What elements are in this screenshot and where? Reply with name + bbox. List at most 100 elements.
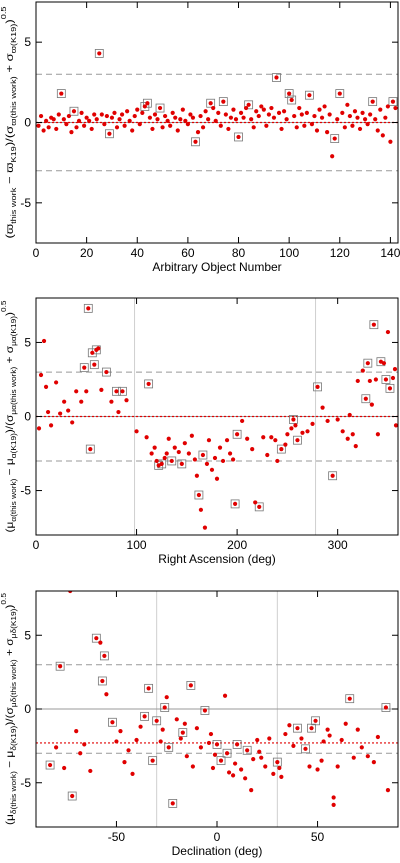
panel-1-point-27 [104,113,109,119]
panel-2-point-89 [340,429,345,434]
panel-3-box-marker-5 [99,651,109,661]
panel-2-point-5 [48,423,54,428]
panel-1-point-95 [276,110,282,115]
panel-1-point-126 [355,115,360,120]
panel-1-point-49 [160,125,165,130]
panel-3-point-51 [226,770,232,775]
panel-2-box-marker-18 [254,502,264,512]
panel-3-point-28 [160,727,165,732]
panel-1-point-89 [261,107,266,112]
panel-1-point-9 [59,91,64,96]
panel-3-point-63 [263,764,268,769]
panel-3-box-marker-13 [168,799,178,808]
panel-3-point-82 [327,733,332,738]
panel-3-point-68 [279,774,284,779]
panel-1-point-97 [281,109,287,114]
panel-3-x-tick-label-2: 50 [311,830,325,844]
panel-1-point-37 [130,128,135,133]
panel-1-x-tick-label-4: 80 [232,246,246,260]
panel-2-point-81 [300,430,305,435]
panel-3-x-tick-label-0: -50 [108,830,126,844]
panel-1-point-51 [165,118,170,123]
panel-3-y-axis-title: (μδ(this work) − μδ(K19))/(σμδ(this work… [1,593,18,825]
panel-3-point-96 [385,788,391,793]
panel-2-point-32 [152,445,157,450]
panel-1-box-marker-15 [304,90,314,100]
panel-3-point-85 [335,764,340,769]
panel-3-point-73 [299,736,304,741]
panel-1-point-140 [390,99,396,104]
panel-3-box-marker-26 [311,716,320,726]
panel-2-point-24 [114,389,119,394]
panel-2-point-54 [209,467,215,472]
panel-3-box-marker-15 [186,681,196,690]
panel-3-point-58 [249,788,254,793]
panel-2-point-7 [58,411,63,416]
panel-1-point-96 [279,126,284,132]
panel-2-point-110 [393,423,398,428]
panel-1-point-87 [256,113,261,119]
panel-1-point-74 [223,112,228,117]
panel-3-point-25 [150,758,155,763]
panel-1-box-marker-14 [287,95,297,105]
panel-1-point-53 [170,110,175,115]
panel-1-point-4 [46,125,51,130]
panel-3-point-31 [166,745,171,750]
panel-1-point-54 [173,115,178,120]
panel-1: 0 20 40 60 80 100 120 140 -5 0 5 Arbitrary Object N… [1,1,400,274]
panel-3-x-tick-label-1: 0 [214,830,221,844]
panel-2-point-10 [70,420,75,425]
panel-2-point-41 [176,449,181,455]
panel-3-box-marker-16 [200,706,210,715]
panel-2-point-13 [82,365,87,370]
panel-1-point-48 [157,105,163,111]
panel-1-point-136 [380,133,385,138]
panel-3-box-marker-7 [140,711,150,721]
panel-2-point-73 [275,458,280,464]
panel-1-point-32 [117,117,122,122]
panel-3-point-16 [114,739,119,744]
panel-2-box-marker-13 [177,459,187,469]
panel-1-point-59 [185,122,190,127]
panel-3-box-marker-8 [144,683,154,693]
panel-1-point-105 [302,123,307,128]
panel-1-point-56 [178,117,183,122]
panel-2-point-62 [233,501,238,506]
panel-3-point-92 [365,754,370,759]
panel-1-point-8 [56,112,61,117]
panel-1-box-marker-6 [155,103,165,113]
panel-2-point-57 [217,445,223,450]
panel-2-box-marker-16 [230,499,240,509]
panel-1-point-28 [107,131,112,136]
panel-2-point-29 [144,435,149,440]
panel-2: 0 100 200 300 -5 0 5 Right Ascension (deg) (μα(t… [1,297,399,566]
panel-1-point-139 [388,139,393,144]
panel-3-point-6 [74,729,79,734]
panel-3-point-22 [138,724,143,729]
panel-2-point-92 [350,432,355,437]
panel-2-point-86 [325,418,330,424]
panel-1-point-135 [378,107,383,112]
panel-1-point-63 [195,130,201,135]
panel-2-point-17 [90,350,95,355]
panel-1-point-72 [218,123,223,128]
panel-2-point-77 [289,426,294,431]
panel-2-box-marker-17 [232,429,242,439]
panel-2-point-96 [363,396,368,401]
panel-2-point-4 [45,409,51,415]
panel-1-point-65 [200,125,206,130]
panel-1-y-axis-title: (ϖthis work − ϖK19)/(σϖ(this work) + σϖ(… [1,6,18,238]
panel-2-point-39 [169,458,174,464]
panel-2-point-85 [320,405,325,410]
panel-1-point-128 [360,110,365,115]
panel-2-point-91 [347,412,352,418]
panel-2-box-marker-1 [83,303,93,313]
panel-2-point-38 [166,436,171,441]
panel-1-point-12 [66,113,72,119]
panel-2-point-25 [116,409,121,415]
panel-3-point-78 [315,767,320,772]
panel-3-box-marker-22 [272,757,282,767]
panel-1-point-25 [99,112,104,117]
panel-1-plot-area [36,49,398,172]
panel-3-point-93 [371,760,376,765]
